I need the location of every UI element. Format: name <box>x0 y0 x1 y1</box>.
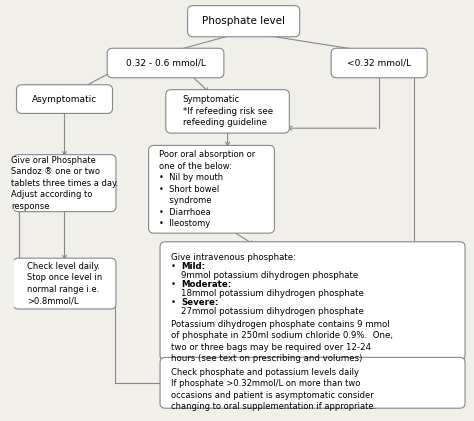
FancyBboxPatch shape <box>17 85 112 113</box>
Text: Asymptomatic: Asymptomatic <box>32 95 97 104</box>
FancyBboxPatch shape <box>160 357 465 408</box>
Text: Symptomatic
*If refeeding risk see
refeeding guideline: Symptomatic *If refeeding risk see refee… <box>182 96 273 127</box>
FancyBboxPatch shape <box>166 90 289 133</box>
Text: Check phosphate and potassium levels daily
If phosphate >0.32mmol/L on more than: Check phosphate and potassium levels dai… <box>171 368 376 411</box>
Text: Poor oral absorption or
one of the below:
•  Nil by mouth
•  Short bowel
    syn: Poor oral absorption or one of the below… <box>159 150 255 228</box>
Text: •: • <box>171 280 176 289</box>
Text: Check level daily.
Stop once level in
normal range i.e.
>0.8mmol/L: Check level daily. Stop once level in no… <box>27 262 102 305</box>
Text: Moderate:: Moderate: <box>181 280 231 289</box>
Text: Give oral Phosphate
Sandoz ® one or two
tablets three times a day.
Adjust accord: Give oral Phosphate Sandoz ® one or two … <box>11 156 118 210</box>
Text: 18mmol potassium dihydrogen phosphate: 18mmol potassium dihydrogen phosphate <box>181 289 364 298</box>
Text: 9mmol potassium dihydrogen phosphate: 9mmol potassium dihydrogen phosphate <box>181 271 358 280</box>
Text: Mild:: Mild: <box>181 262 205 271</box>
Text: 27mmol potassium dihydrogen phosphate: 27mmol potassium dihydrogen phosphate <box>181 307 364 316</box>
Text: Give intravenous phosphate:: Give intravenous phosphate: <box>171 253 296 262</box>
FancyBboxPatch shape <box>188 5 300 37</box>
FancyBboxPatch shape <box>331 48 427 78</box>
FancyBboxPatch shape <box>13 155 116 212</box>
Text: Severe:: Severe: <box>181 298 219 307</box>
Text: <0.32 mmol/L: <0.32 mmol/L <box>347 59 411 67</box>
Text: •: • <box>171 262 176 271</box>
Text: Potassium dihydrogen phosphate contains 9 mmol
of phosphate in 250ml sodium chlo: Potassium dihydrogen phosphate contains … <box>171 320 393 363</box>
Text: •: • <box>171 298 176 307</box>
FancyBboxPatch shape <box>148 145 274 233</box>
FancyBboxPatch shape <box>160 242 465 360</box>
Text: Phosphate level: Phosphate level <box>202 16 285 26</box>
Text: 0.32 - 0.6 mmol/L: 0.32 - 0.6 mmol/L <box>126 59 206 67</box>
FancyBboxPatch shape <box>13 258 116 309</box>
FancyBboxPatch shape <box>107 48 224 78</box>
